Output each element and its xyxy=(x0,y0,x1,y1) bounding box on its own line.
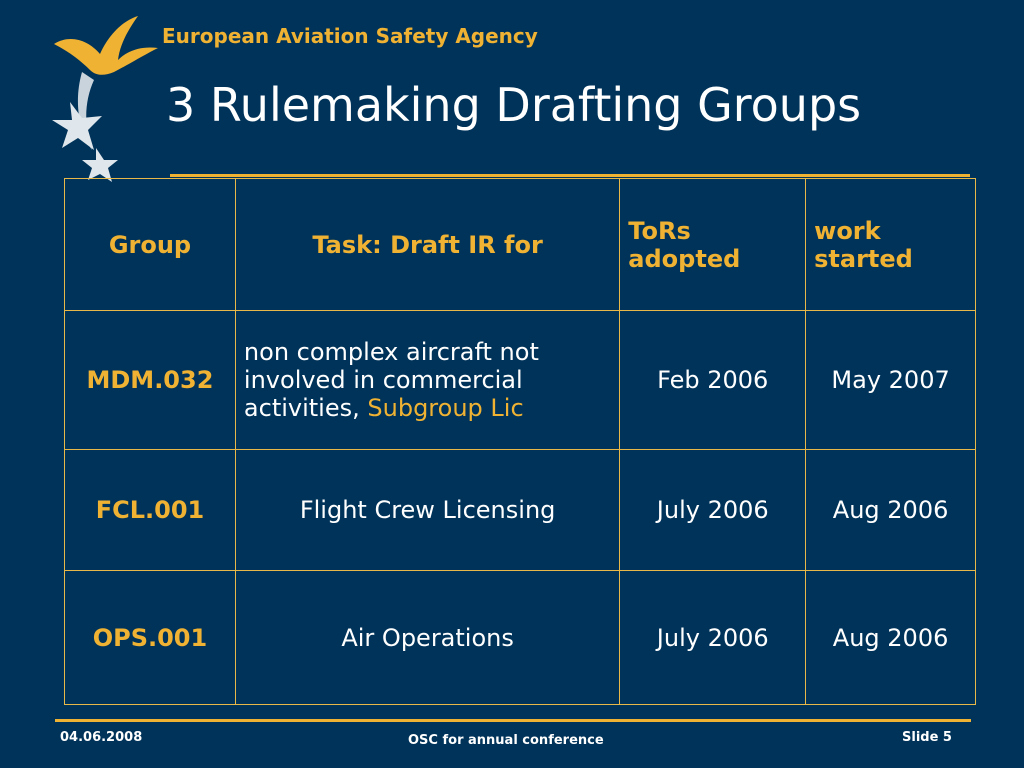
work-date: Aug 2006 xyxy=(805,570,976,705)
tors-date: July 2006 xyxy=(619,449,807,571)
tors-date: Feb 2006 xyxy=(619,310,807,450)
footer-center-text: OSC for annual conference xyxy=(408,733,604,748)
work-date: May 2007 xyxy=(805,310,976,450)
slide-title: 3 Rulemaking Drafting Groups xyxy=(166,78,862,132)
header-task: Task: Draft IR for xyxy=(234,178,621,311)
drafting-groups-table: Group Task: Draft IR for ToRs adopted wo… xyxy=(64,178,976,705)
group-code: OPS.001 xyxy=(64,570,236,705)
work-date: Aug 2006 xyxy=(805,449,976,571)
task-cell: Flight Crew Licensing xyxy=(234,449,621,571)
table-header-row: Group Task: Draft IR for ToRs adopted wo… xyxy=(64,178,976,311)
subgroup-link-text: Subgroup Lic xyxy=(367,394,524,422)
top-divider xyxy=(170,174,970,177)
slide-number: Slide 5 xyxy=(902,730,952,745)
table-row: MDM.032 non complex aircraft not involve… xyxy=(64,310,976,450)
easa-logo-icon xyxy=(30,10,180,185)
footer-date: 04.06.2008 xyxy=(60,730,143,745)
task-cell: Air Operations xyxy=(234,570,621,705)
header-tors: ToRs adopted xyxy=(619,178,807,311)
header-group: Group xyxy=(64,178,236,311)
group-code: MDM.032 xyxy=(64,310,236,450)
tors-date: July 2006 xyxy=(619,570,807,705)
task-text: non complex aircraft not involved in com… xyxy=(243,338,539,422)
group-code: FCL.001 xyxy=(64,449,236,571)
table-row: FCL.001 Flight Crew Licensing July 2006 … xyxy=(64,449,976,571)
bottom-divider xyxy=(55,719,971,722)
agency-name: European Aviation Safety Agency xyxy=(162,24,538,48)
header-work: work started xyxy=(805,178,976,311)
table-row: OPS.001 Air Operations July 2006 Aug 200… xyxy=(64,570,976,705)
task-cell: non complex aircraft not involved in com… xyxy=(234,310,621,450)
